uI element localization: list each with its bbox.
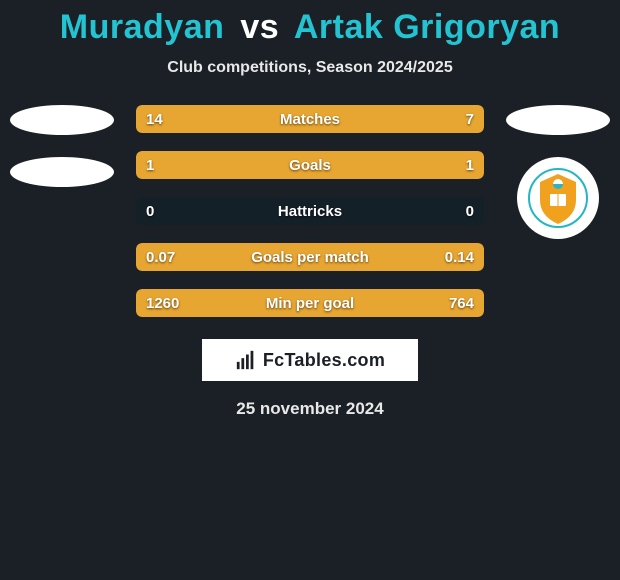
- player2-logo-placeholder: [506, 105, 610, 135]
- stat-label: Matches: [136, 105, 484, 133]
- branding-text: FcTables.com: [263, 350, 385, 371]
- page-title: Muradyan vs Artak Grigoryan: [0, 8, 620, 47]
- player1-club-placeholder: [10, 157, 114, 187]
- comparison-card: Muradyan vs Artak Grigoryan Club competi…: [0, 0, 620, 419]
- left-logo-column: [6, 105, 118, 187]
- stat-label: Goals per match: [136, 243, 484, 271]
- chart-icon: [235, 349, 257, 371]
- vs-label: vs: [240, 8, 279, 46]
- right-logo-column: [502, 105, 614, 239]
- subtitle: Club competitions, Season 2024/2025: [0, 59, 620, 77]
- player1-logo-placeholder: [10, 105, 114, 135]
- stat-label: Hattricks: [136, 197, 484, 225]
- player1-name: Muradyan: [60, 8, 225, 46]
- stat-row: 1260764Min per goal: [136, 289, 484, 317]
- player2-club-badge: [517, 157, 599, 239]
- stat-label: Min per goal: [136, 289, 484, 317]
- branding-box: FcTables.com: [202, 339, 418, 381]
- comparison-body: 147Matches 11Goals 00Hattricks 0.070.14Goal…: [0, 105, 620, 317]
- player2-name: Artak Grigoryan: [294, 8, 560, 46]
- stat-bars: 147Matches 11Goals 00Hattricks 0.070.14Goal…: [136, 105, 484, 317]
- stat-row: 11Goals: [136, 151, 484, 179]
- stat-row: 00Hattricks: [136, 197, 484, 225]
- stat-row: 0.070.14Goals per match: [136, 243, 484, 271]
- date-label: 25 november 2024: [0, 399, 620, 419]
- club-badge-icon: [528, 168, 588, 228]
- stat-row: 147Matches: [136, 105, 484, 133]
- stat-label: Goals: [136, 151, 484, 179]
